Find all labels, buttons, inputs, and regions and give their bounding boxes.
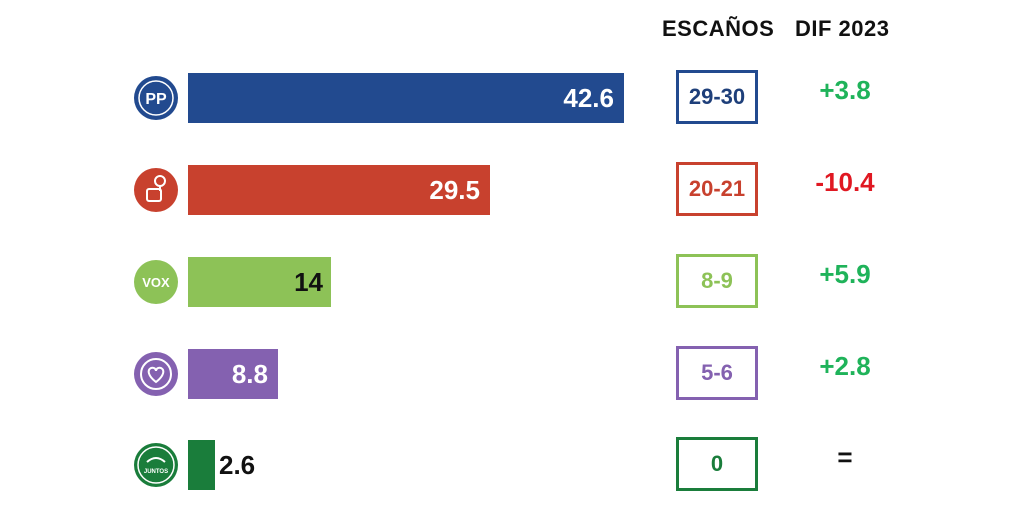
heart-logo-icon xyxy=(133,351,179,397)
pp-logo-icon: PP xyxy=(133,75,179,121)
bar-vox xyxy=(188,257,331,307)
vox-logo-icon: VOX xyxy=(133,259,179,305)
diff-2023-value: +5.9 xyxy=(819,259,871,289)
svg-text:PP: PP xyxy=(145,91,167,108)
svg-text:JUNTOS: JUNTOS xyxy=(144,469,168,475)
seats-box: 20-21 xyxy=(676,162,758,216)
juntos-extremadura-logo-icon: JUNTOS xyxy=(133,442,179,488)
psoe-rose-fist-icon xyxy=(133,167,179,213)
diff-2023-value: +2.8 xyxy=(819,351,871,381)
diff-2023-column-header: DIF 2023 xyxy=(795,16,890,41)
bar-value-label: 42.6 xyxy=(563,83,614,113)
bar-unidas-por-extremadura xyxy=(188,349,278,399)
diff-2023-value: -10.4 xyxy=(815,167,875,197)
diff-2023-value: = xyxy=(837,442,853,472)
bar-value-label: 14 xyxy=(294,267,323,297)
bar-value-label: 29.5 xyxy=(429,175,480,205)
bar-value-label: 8.8 xyxy=(231,359,268,389)
seats-box: 5-6 xyxy=(676,346,758,400)
bar-psoe xyxy=(188,165,490,215)
bar-value-label: 2.6 xyxy=(219,450,256,480)
seats-box: 8-9 xyxy=(676,254,758,308)
bar-juntos-por-extremadura xyxy=(188,440,215,490)
svg-text:VOX: VOX xyxy=(142,275,170,290)
bar-pp xyxy=(188,73,624,123)
diff-2023-value: +3.8 xyxy=(819,75,871,105)
seats-box: 29-30 xyxy=(676,70,758,124)
seats-column-header: ESCAÑOS xyxy=(662,16,775,41)
seats-box: 0 xyxy=(676,437,758,491)
